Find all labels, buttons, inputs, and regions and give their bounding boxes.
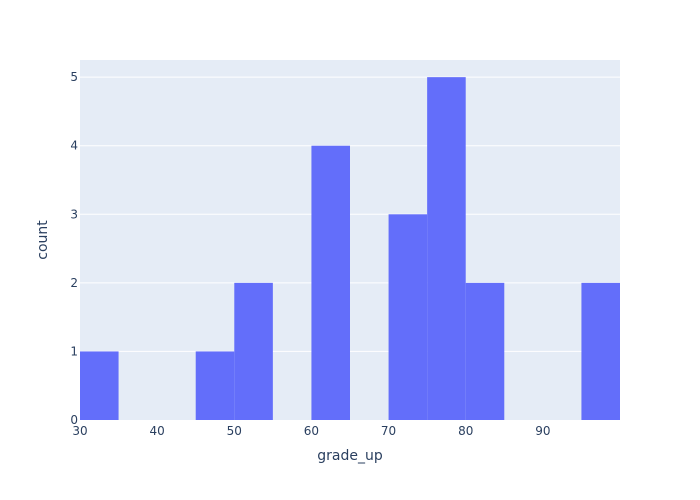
y-tick-label: 2: [70, 276, 78, 290]
histogram-bar-30-35: [80, 351, 119, 420]
histogram-bar-50-55: [234, 282, 273, 420]
x-axis-ticks: 30 40 50 60 70 80 90: [72, 424, 550, 438]
histogram-bar-75-80: [427, 77, 466, 421]
y-axis-ticks: 0 1 2 3 4 5: [70, 70, 78, 427]
histogram-bar-70-75: [388, 214, 428, 420]
x-tick-label: 60: [304, 424, 319, 438]
x-tick-label: 40: [150, 424, 165, 438]
histogram-bar-80-85: [465, 282, 505, 420]
x-tick-label: 30: [72, 424, 87, 438]
histogram-bar-95-100: [581, 282, 620, 420]
bars: [80, 77, 620, 421]
x-tick-label: 90: [535, 424, 550, 438]
y-axis-title: count: [35, 220, 51, 260]
y-tick-label: 4: [70, 139, 78, 153]
y-tick-label: 5: [70, 70, 78, 84]
y-tick-label: 1: [70, 344, 78, 358]
y-tick-label: 0: [70, 413, 78, 427]
x-tick-label: 80: [458, 424, 473, 438]
y-tick-label: 3: [70, 207, 78, 221]
x-tick-label: 70: [381, 424, 396, 438]
x-tick-label: 50: [227, 424, 242, 438]
x-axis-title: grade_up: [317, 448, 383, 464]
histogram-bar-60-65: [311, 145, 350, 420]
histogram-bar-45-50: [195, 351, 235, 420]
